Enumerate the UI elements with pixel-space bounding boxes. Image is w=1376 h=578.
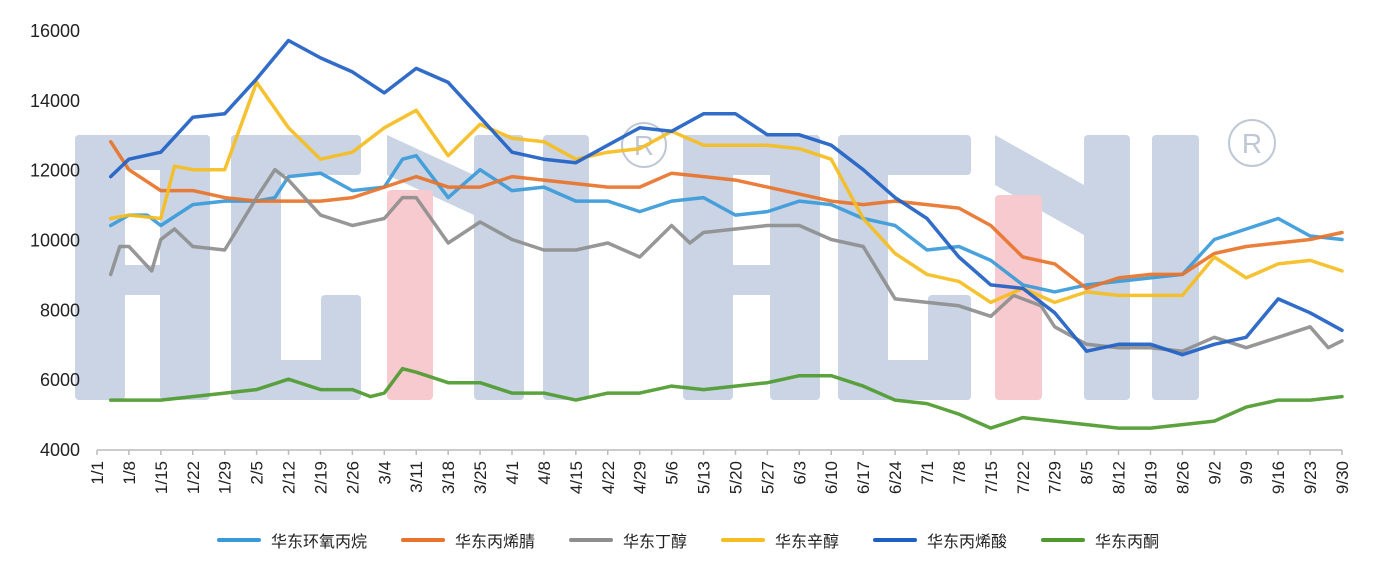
legend-label: 华东环氧丙烷: [270, 534, 367, 551]
watermark-shape: [1084, 135, 1130, 400]
x-tick-label: 4/8: [535, 461, 554, 485]
watermark-shape: [474, 135, 524, 400]
y-tick-label: 14000: [30, 91, 80, 111]
legend: 华东环氧丙烷 华东丙烯腈 华东丁醇 华东辛醇 华东丙烯酸 华东丙酮: [0, 528, 1376, 552]
x-tick-label: 5/27: [758, 461, 777, 494]
x-tick-label: 9/9: [1237, 461, 1256, 485]
legend-swatch: [216, 538, 261, 542]
y-tick-label: 16000: [30, 21, 80, 41]
legend-swatch: [721, 538, 765, 542]
watermark-shape: [838, 135, 888, 400]
x-tick-label: 5/13: [695, 461, 714, 494]
series-line-2: [108, 167, 1344, 353]
x-tick-label: 5/6: [663, 461, 682, 485]
x-tick-label: 9/16: [1269, 461, 1288, 494]
watermark-shape: [838, 135, 971, 175]
x-tick-label: 4/15: [567, 461, 586, 494]
registered-mark-icon: [1228, 119, 1276, 167]
watermark-shape: [387, 190, 433, 400]
x-tick-label: 1/8: [120, 461, 139, 485]
x-tick-label: 3/4: [375, 461, 394, 485]
series-line-0: [108, 153, 1344, 294]
watermark-shape: [321, 295, 361, 400]
y-axis: 4000 6000 8000 10000 12000 14000 16000: [30, 21, 80, 460]
x-tick-label: 7/15: [982, 461, 1001, 494]
x-tick-label: 1/29: [216, 461, 235, 494]
legend-swatch: [873, 538, 918, 542]
watermark-shape: [683, 135, 820, 175]
x-tick-label: 8/12: [1110, 461, 1129, 494]
watermark-shape: [928, 295, 971, 400]
x-tick-label: 7/29: [1046, 461, 1065, 494]
x-tick-label: 3/11: [407, 461, 426, 493]
watermark-shape: [683, 265, 820, 295]
legend-label: 华东丁醇: [622, 534, 687, 551]
legend-swatch: [568, 538, 613, 542]
x-tick-label: 2/26: [343, 461, 362, 494]
legend-item: 华东辛醇: [721, 528, 839, 552]
x-tick-label: 3/18: [439, 461, 458, 494]
y-tick-label: 8000: [40, 300, 80, 320]
watermark-shape: [995, 135, 1084, 235]
x-tick-label: 8/19: [1141, 461, 1160, 494]
x-tick-label: 9/2: [1205, 461, 1224, 485]
series-line-5: [108, 366, 1344, 430]
y-tick-label: 10000: [30, 231, 80, 251]
x-tick-label: 7/22: [1014, 461, 1033, 494]
series-line-1: [108, 139, 1344, 291]
x-tick-label: 3/25: [471, 461, 490, 494]
legend-swatch: [400, 538, 445, 542]
x-tick-label: 8/5: [1078, 461, 1097, 485]
x-tick-label: 4/1: [503, 461, 522, 485]
series-line-4: [108, 38, 1344, 357]
legend-label: 华东丙烯酸: [927, 534, 1008, 551]
x-tick-label: 2/19: [311, 461, 330, 494]
registered-mark-icon: [621, 122, 667, 168]
legend-swatch: [1041, 538, 1086, 542]
x-tick-label: 6/10: [822, 461, 841, 494]
watermark-shape: [543, 135, 589, 400]
legend-item: 华东环氧丙烷: [216, 528, 367, 552]
x-axis: 1/1 1/8 1/15 1/22 1/29 2/5 2/12 2/19 2/26 3/4 3/11…: [88, 449, 1352, 494]
watermark-shape: [1152, 135, 1199, 400]
x-tick-label: 5/20: [726, 461, 745, 494]
x-tick-label: 6/17: [854, 461, 873, 494]
x-tick-label: 9/23: [1301, 461, 1320, 494]
legend-label: 华东丙烯腈: [454, 534, 535, 551]
x-tick-label: 4/22: [599, 461, 618, 494]
legend-label: 华东辛醇: [775, 534, 840, 551]
x-tick-label: 7/8: [950, 461, 969, 485]
registered-mark-letter: R: [1242, 128, 1262, 159]
legend-label: 华东丙酮: [1095, 534, 1160, 551]
legend-item: 华东丁醇: [568, 528, 687, 552]
y-tick-label: 4000: [40, 440, 80, 460]
series-lines: [108, 38, 1344, 430]
watermark-shape: [75, 265, 210, 295]
x-tick-label: 7/1: [918, 461, 937, 485]
series-line-3: [108, 80, 1344, 305]
x-tick-label: 2/12: [280, 461, 299, 494]
legend-item: 华东丙烯酸: [873, 528, 1007, 552]
x-tick-label: 9/30: [1333, 461, 1352, 494]
watermark-shape: [231, 135, 361, 175]
legend-item: 华东丙酮: [1041, 528, 1159, 552]
watermark-shape: [75, 135, 210, 170]
x-tick-label: 1/1: [88, 461, 107, 485]
x-tick-label: 2/5: [248, 461, 267, 485]
legend-item: 华东丙烯腈: [400, 528, 535, 552]
x-tick-label: 1/22: [184, 461, 203, 494]
y-tick-label: 6000: [40, 370, 80, 390]
x-tick-label: 8/26: [1173, 461, 1192, 494]
x-tick-label: 6/3: [790, 461, 809, 485]
x-tick-label: 4/29: [631, 461, 650, 494]
x-tick-label: 6/24: [886, 461, 905, 494]
y-tick-label: 12000: [30, 161, 80, 181]
x-tick-label: 1/15: [152, 461, 171, 494]
